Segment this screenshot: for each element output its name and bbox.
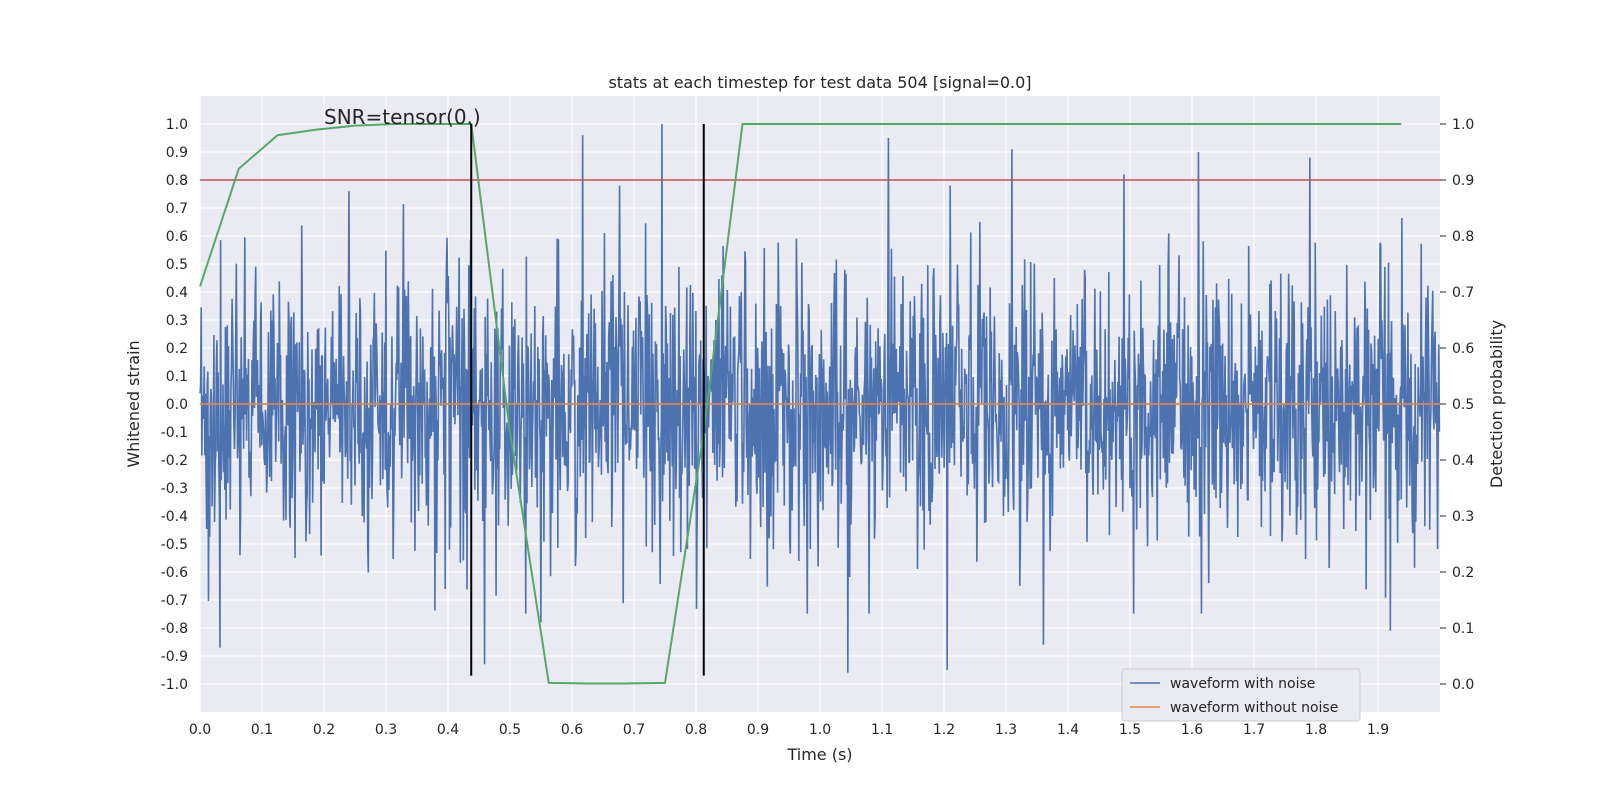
y2-tick-label: 0.7 <box>1452 285 1474 301</box>
y2-tick-label: 0.9 <box>1452 173 1474 189</box>
x-tick-label: 1.8 <box>1305 722 1327 738</box>
y-tick-label: 0.4 <box>166 285 188 301</box>
legend-box <box>1121 668 1361 722</box>
x-tick-label: 0.9 <box>747 722 769 738</box>
snr-annotation: SNR=tensor(0.) <box>324 105 481 129</box>
x-tick-label: 1.4 <box>1057 722 1079 738</box>
y-tick-label: 0.0 <box>166 397 188 413</box>
x-tick-label: 0.5 <box>499 722 521 738</box>
y-tick-label: 0.7 <box>166 201 188 217</box>
x-axis-label: Time (s) <box>786 745 852 764</box>
legend-label-noise: waveform with noise <box>1170 676 1315 692</box>
y2-tick-label: 0.0 <box>1452 677 1474 693</box>
y-tick-label: -0.5 <box>161 537 188 553</box>
series-waveform-with-noise <box>199 123 1441 673</box>
legend-label-clean: waveform without noise <box>1170 700 1338 716</box>
x-tick-label: 0.6 <box>561 722 583 738</box>
y-tick-label: -1.0 <box>161 677 188 693</box>
x-tick-label: 0.3 <box>375 722 397 738</box>
x-tick-label: 0.4 <box>437 722 459 738</box>
y-tick-label: 0.1 <box>166 369 188 385</box>
y-axis-label: Whitened strain <box>124 340 143 467</box>
x-tick-label: 1.6 <box>1181 722 1203 738</box>
y-tick-label: -0.6 <box>161 565 188 581</box>
chart-title: stats at each timestep for test data 504… <box>608 73 1031 92</box>
x-tick-label: 0.7 <box>623 722 645 738</box>
y2-tick-label: 1.0 <box>1452 117 1474 133</box>
y-tick-label: -0.4 <box>161 509 188 525</box>
x-tick-label: 1.3 <box>995 722 1017 738</box>
y2-axis-label: Detection probability <box>1487 320 1506 488</box>
x-tick-label: 1.9 <box>1367 722 1389 738</box>
y-tick-label: 0.6 <box>166 229 188 245</box>
y-tick-label: -0.3 <box>161 481 188 497</box>
y2-tick-label: 0.1 <box>1452 621 1474 637</box>
y-tick-label: -0.8 <box>161 621 188 637</box>
x-tick-label: 0.2 <box>313 722 335 738</box>
x-tick-label: 1.1 <box>871 722 893 738</box>
y-tick-label: -0.2 <box>161 453 188 469</box>
y-tick-label: -0.9 <box>161 649 188 665</box>
y2-tick-label: 0.5 <box>1452 397 1474 413</box>
legend: waveform with noise waveform without noi… <box>1121 668 1361 722</box>
series-detection-probability <box>199 123 1402 685</box>
y2-tick-label: 0.4 <box>1452 453 1474 469</box>
y-tick-label: 0.8 <box>166 173 188 189</box>
series-layer <box>199 123 1441 685</box>
y-tick-label: 1.0 <box>166 117 188 133</box>
y-tick-label: 0.9 <box>166 145 188 161</box>
x-tick-label: 1.2 <box>933 722 955 738</box>
y2-tick-label: 0.3 <box>1452 509 1474 525</box>
x-tick-label: 1.5 <box>1119 722 1141 738</box>
y2-tick-label: 0.6 <box>1452 341 1474 357</box>
y-tick-label: 0.3 <box>166 313 188 329</box>
y-tick-label: -0.7 <box>161 593 188 609</box>
x-tick-label: 0.0 <box>189 722 211 738</box>
y-tick-label: 0.5 <box>166 257 188 273</box>
tick-labels: 0.0 0.1 0.2 0.3 0.4 0.5 0.6 0.7 0.8 0.9 1.0 1.1 1.2 1… <box>161 117 1475 738</box>
x-tick-label: 1.0 <box>809 722 831 738</box>
y-tick-label: 0.2 <box>166 341 188 357</box>
y2-tick-label: 0.2 <box>1452 565 1474 581</box>
y-tick-label: -0.1 <box>161 425 188 441</box>
y2-tick-label: 0.8 <box>1452 229 1474 245</box>
x-tick-label: 0.1 <box>251 722 273 738</box>
x-tick-label: 0.8 <box>685 722 707 738</box>
x-tick-label: 1.7 <box>1243 722 1265 738</box>
